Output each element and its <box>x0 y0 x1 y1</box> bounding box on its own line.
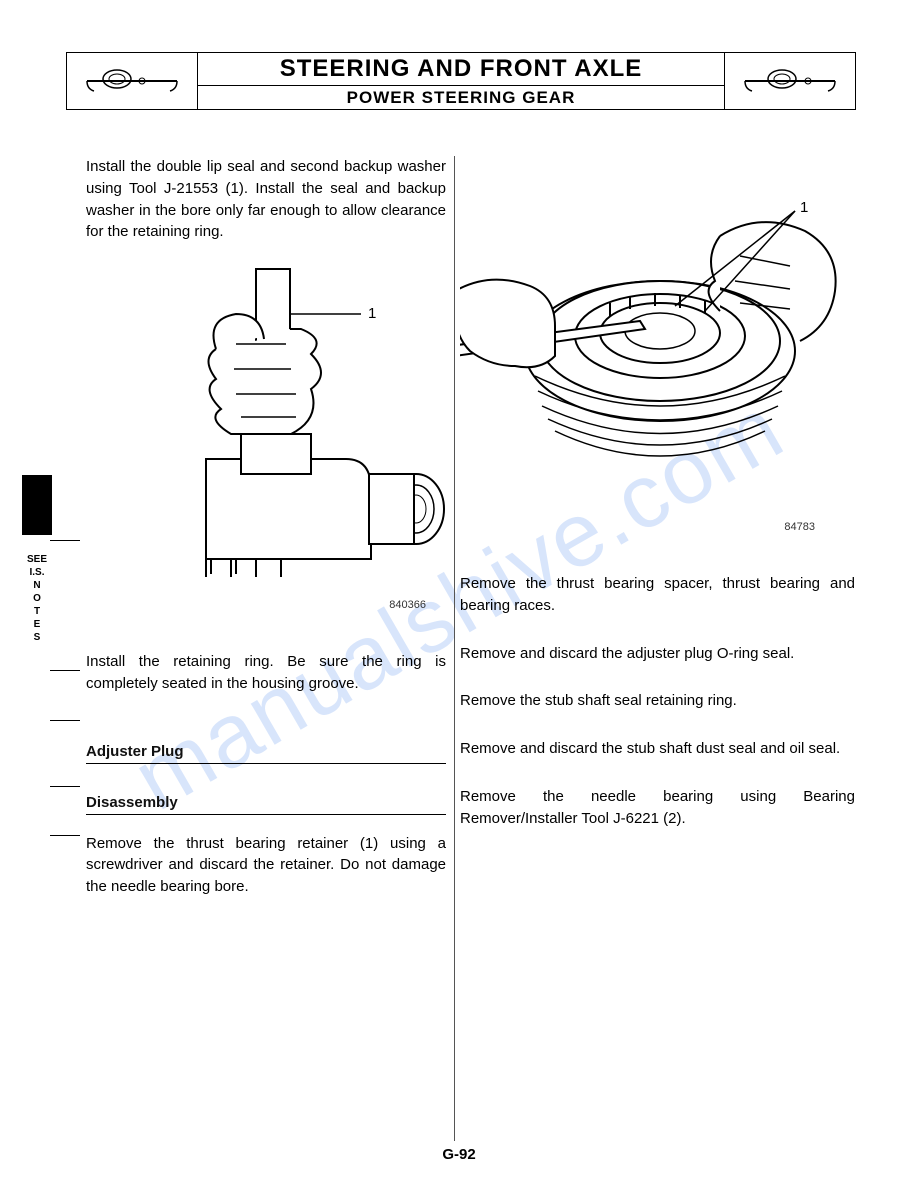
left-column: Install the double lip seal and second b… <box>86 156 446 898</box>
margin-tick <box>50 540 80 541</box>
right-p1: Remove the thrust bearing spacer, thrust… <box>460 573 855 617</box>
sidebar-index-tab <box>22 475 52 535</box>
right-p4: Remove and discard the stub shaft dust s… <box>460 738 855 760</box>
page-number: G-92 <box>0 1146 918 1163</box>
sidebar-letter-s: S <box>22 631 52 644</box>
margin-tick <box>50 670 80 671</box>
sidebar-letter-o: O <box>22 592 52 605</box>
left-p3: Remove the thrust bearing retainer (1) u… <box>86 833 446 898</box>
sidebar-line2: I.S. <box>22 566 52 579</box>
axle-icon-left <box>67 53 197 109</box>
sidebar-letter-n: N <box>22 579 52 592</box>
axle-icon-right <box>725 53 855 109</box>
fig1-callout-1: 1 <box>368 305 376 322</box>
left-p2: Install the retaining ring. Be sure the … <box>86 651 446 695</box>
sidebar-see-notes: SEE I.S. N O T E S <box>22 553 52 644</box>
sidebar-line1: SEE <box>22 553 52 566</box>
fig2-number: 84783 <box>460 521 815 533</box>
heading-adjuster-plug: Adjuster Plug <box>86 743 446 764</box>
heading-disassembly: Disassembly <box>86 794 446 815</box>
margin-tick <box>50 720 80 721</box>
figure-840366: 1 <box>86 259 446 589</box>
header-title: STEERING AND FRONT AXLE <box>198 53 724 85</box>
right-p3: Remove the stub shaft seal retaining rin… <box>460 690 855 712</box>
page-header: STEERING AND FRONT AXLE POWER STEERING G… <box>66 52 856 110</box>
sidebar-letter-t: T <box>22 605 52 618</box>
right-column: 1 84783 Remove the thrust bearing spacer… <box>460 156 855 829</box>
margin-tick <box>50 835 80 836</box>
fig2-callout-1: 1 <box>800 199 808 216</box>
margin-tick <box>50 786 80 787</box>
left-p1: Install the double lip seal and second b… <box>86 156 446 243</box>
fig1-number: 840366 <box>86 599 426 611</box>
right-p5: Remove the needle bearing using Bearing … <box>460 786 855 830</box>
sidebar-letter-e: E <box>22 618 52 631</box>
right-p2: Remove and discard the adjuster plug O-r… <box>460 643 855 665</box>
figure-84783: 1 <box>460 191 855 511</box>
header-subtitle: POWER STEERING GEAR <box>198 85 724 109</box>
header-titles: STEERING AND FRONT AXLE POWER STEERING G… <box>197 53 725 109</box>
column-divider <box>454 156 455 1141</box>
